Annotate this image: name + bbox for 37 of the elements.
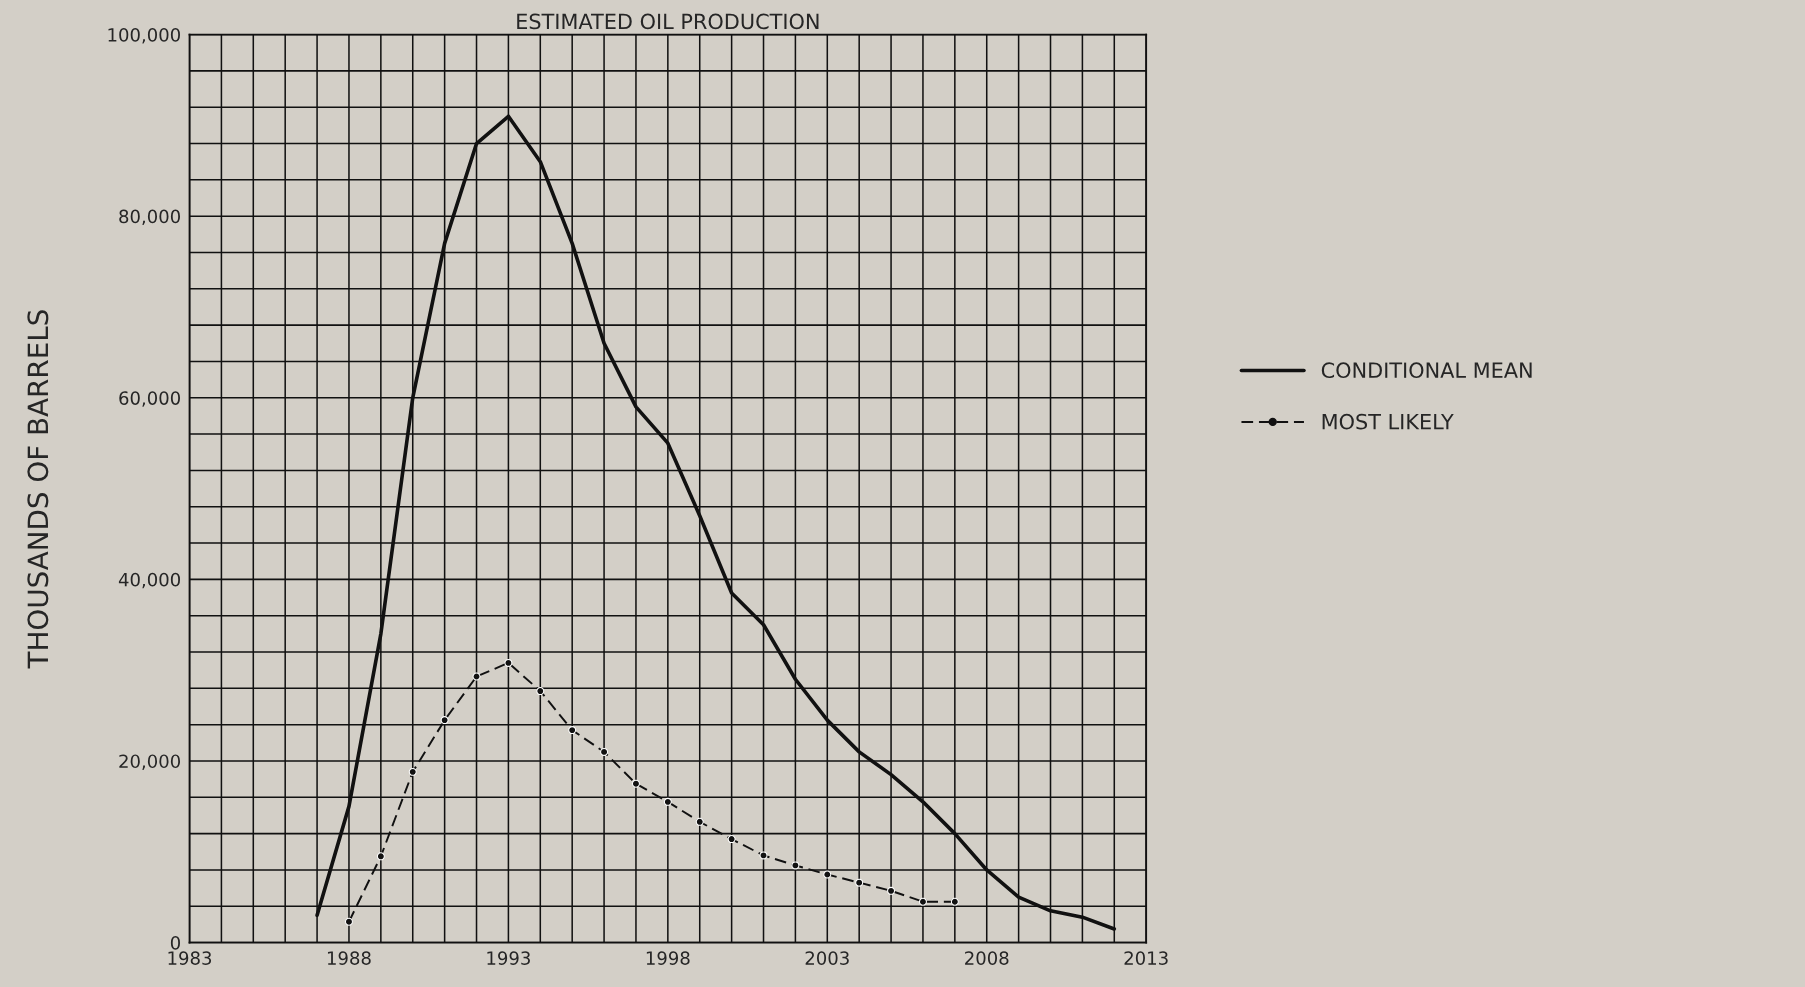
point: [568, 726, 577, 735]
point: [823, 870, 832, 879]
legend-label: MOST LIKELY: [1322, 413, 1454, 430]
point: [950, 897, 959, 906]
x-tick-label: 2008: [965, 951, 1009, 965]
point: [504, 658, 513, 667]
point: [887, 886, 896, 895]
y-tick-label: 40,000: [118, 572, 180, 589]
chart-title: ESTIMATED OIL PRODUCTION: [517, 13, 819, 30]
point: [344, 917, 353, 926]
x-tick-label: 1998: [646, 951, 690, 965]
y-tick-label: 0: [170, 936, 180, 950]
legend-label: CONDITIONAL MEAN: [1321, 362, 1532, 379]
point: [759, 851, 768, 860]
point: [855, 878, 864, 887]
point: [408, 767, 417, 776]
point: [918, 897, 927, 906]
y-tick-label: 20,000: [119, 754, 180, 770]
point: [663, 797, 672, 806]
point: [695, 817, 704, 826]
y-tick-label: 80,000: [119, 209, 180, 226]
point: [727, 835, 736, 844]
x-tick-label: 2013: [1124, 951, 1168, 965]
point: [536, 687, 545, 696]
point: [791, 861, 800, 870]
y-tick-label: 60,000: [119, 391, 180, 407]
x-tick-label: 1983: [168, 951, 212, 965]
x-tick-label: 1993: [487, 951, 530, 965]
x-tick-label: 2003: [805, 951, 849, 965]
y-tick-label: 100,000: [108, 28, 180, 44]
y-axis-title: THOUSANDS OF BARRELS: [27, 310, 49, 669]
point: [376, 852, 385, 861]
point: [631, 779, 640, 788]
point: [600, 747, 609, 756]
x-tick-label: 1988: [327, 951, 371, 965]
point: [440, 716, 449, 725]
point: [472, 672, 481, 681]
